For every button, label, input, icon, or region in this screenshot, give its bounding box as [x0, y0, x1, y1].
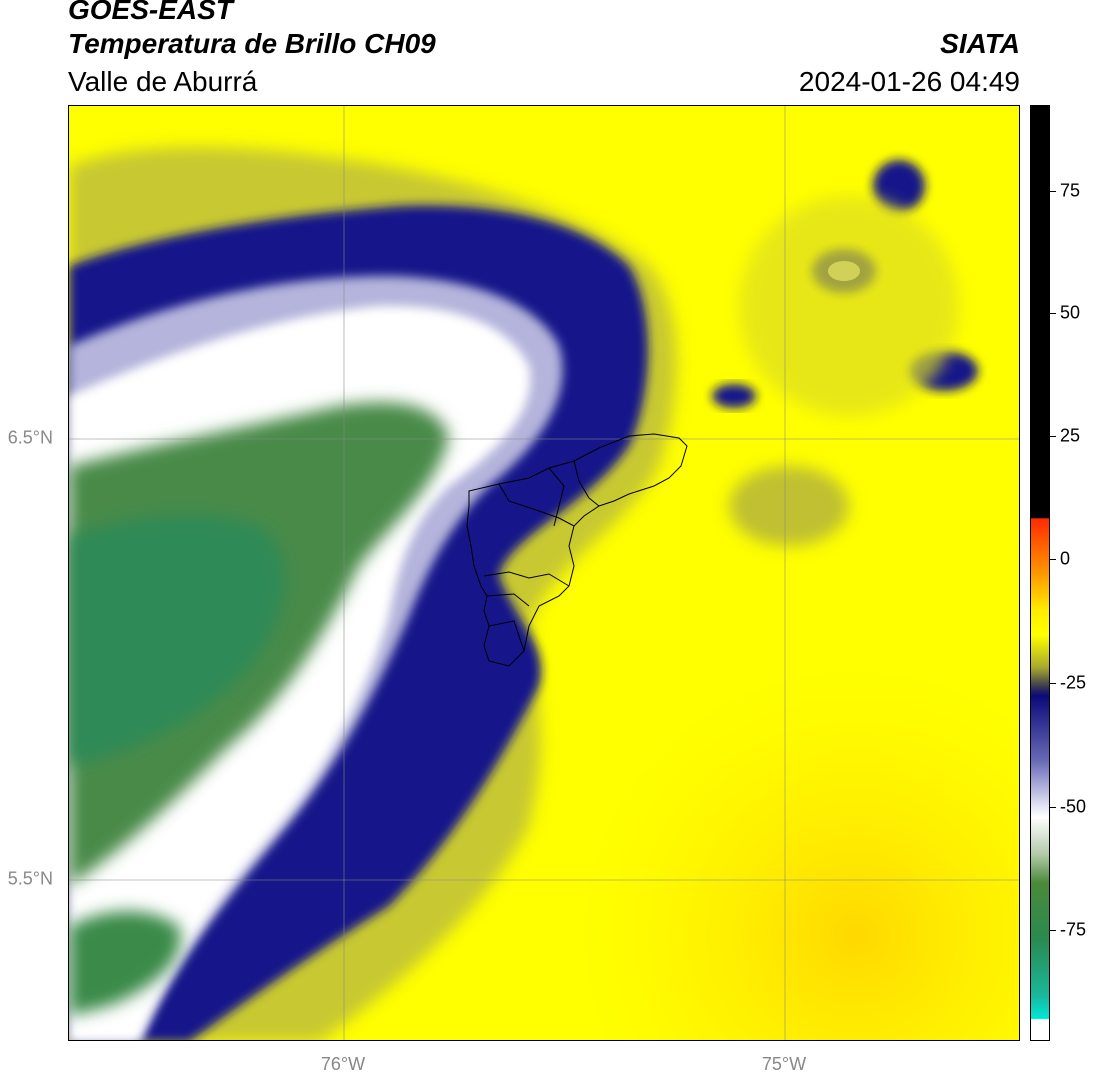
- colorbar-label-75: 75: [1060, 180, 1081, 201]
- colorbar: [1030, 105, 1050, 1041]
- lon-label-75: 75°W: [761, 1054, 807, 1074]
- colorbar-label-m25: -25: [1060, 672, 1087, 693]
- lat-label-5-5: 5.5°N: [7, 868, 53, 889]
- olive-patch-ne: [739, 196, 959, 416]
- colorbar-label-0: 0: [1060, 548, 1071, 569]
- colorbar-tick-25: [1050, 436, 1056, 437]
- timestamp: 2024-01-26 04:49: [798, 66, 1020, 97]
- colorbar-tick-m50: [1050, 807, 1056, 808]
- colorbar-gradient: [1031, 106, 1049, 1040]
- colorbar-tick-m25: [1050, 683, 1056, 684]
- product-title: Temperatura de Brillo CH09: [68, 28, 436, 59]
- green-south: [69, 911, 181, 1016]
- cold-cell-ne4: [712, 384, 756, 408]
- olive-patch-east: [729, 466, 849, 546]
- map-canvas: [69, 106, 1019, 1040]
- cold-cell-ne2: [873, 160, 925, 212]
- colorbar-label-m75: -75: [1060, 919, 1087, 940]
- colorbar-tick-50: [1050, 313, 1056, 314]
- colorbar-tick-m75: [1050, 930, 1056, 931]
- colorbar-canvas: [1031, 106, 1049, 1040]
- lat-label-6-5: 6.5°N: [7, 427, 53, 448]
- colorbar-tick-75: [1050, 191, 1056, 192]
- brand-label: SIATA: [940, 28, 1020, 59]
- lon-label-76: 76°W: [320, 1054, 366, 1074]
- region-subtitle: Valle de Aburrá: [68, 66, 258, 97]
- green-core: [69, 515, 286, 766]
- brightness-temperature-map: [68, 105, 1020, 1041]
- colorbar-label-50: 50: [1060, 302, 1081, 323]
- satellite-title: GOES-EAST: [68, 0, 233, 25]
- colorbar-label-m50: -50: [1060, 796, 1087, 817]
- colorbar-tick-0: [1050, 559, 1056, 560]
- valle-aburra-boundary: [466, 433, 688, 667]
- colorbar-label-25: 25: [1060, 425, 1081, 446]
